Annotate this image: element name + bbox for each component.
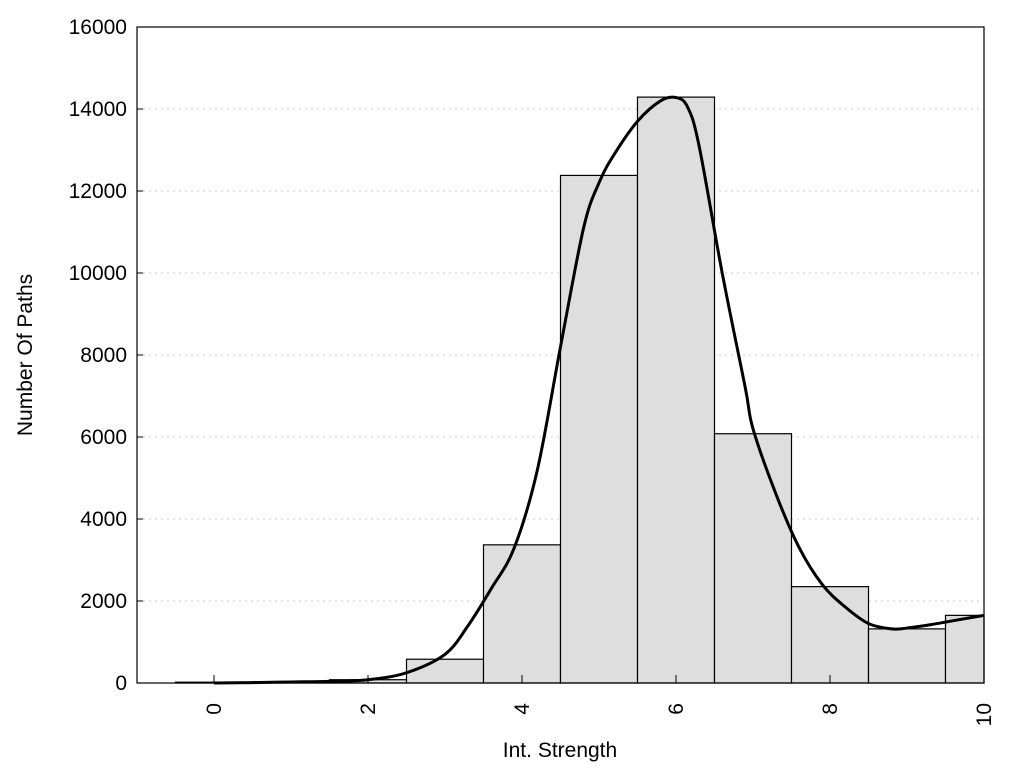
fit-curve-layer bbox=[213, 95, 985, 685]
y-tick-label: 4000 bbox=[80, 508, 127, 531]
y-tick-label: 16000 bbox=[69, 16, 127, 39]
x-tick-label: 6 bbox=[665, 703, 688, 715]
histogram-bar bbox=[790, 586, 870, 684]
bars bbox=[174, 96, 985, 684]
y-tick-label: 10000 bbox=[69, 262, 127, 285]
y-tick-label: 14000 bbox=[69, 98, 127, 121]
x-tick-label: 8 bbox=[819, 703, 842, 715]
histogram-bar bbox=[636, 96, 716, 684]
histogram-bar bbox=[867, 628, 947, 684]
x-axis-title: Int. Strength bbox=[503, 739, 617, 762]
y-tick-label: 0 bbox=[115, 672, 127, 695]
x-tick-label: 2 bbox=[357, 703, 380, 715]
x-tick-label: 10 bbox=[973, 703, 996, 726]
y-tick-label: 8000 bbox=[80, 344, 127, 367]
y-axis-title: Number Of Paths bbox=[14, 274, 37, 436]
y-tick-label: 2000 bbox=[80, 590, 127, 613]
histogram-bar bbox=[482, 544, 562, 684]
x-tick-label: 4 bbox=[511, 703, 534, 715]
histogram-bar bbox=[713, 433, 793, 684]
histogram-bar bbox=[405, 658, 485, 684]
histogram-bar bbox=[559, 174, 639, 684]
y-axis-ticks: 0 2000 4000 6000 8000 10000 12000 14000 16000 bbox=[69, 16, 143, 695]
x-tick-label: 0 bbox=[203, 703, 226, 715]
y-tick-label: 6000 bbox=[80, 426, 127, 449]
y-tick-label: 12000 bbox=[69, 180, 127, 203]
x-axis-ticks: 0 2 4 6 8 10 bbox=[203, 675, 996, 726]
histogram-bar bbox=[944, 614, 985, 684]
fit-curve bbox=[213, 95, 985, 685]
